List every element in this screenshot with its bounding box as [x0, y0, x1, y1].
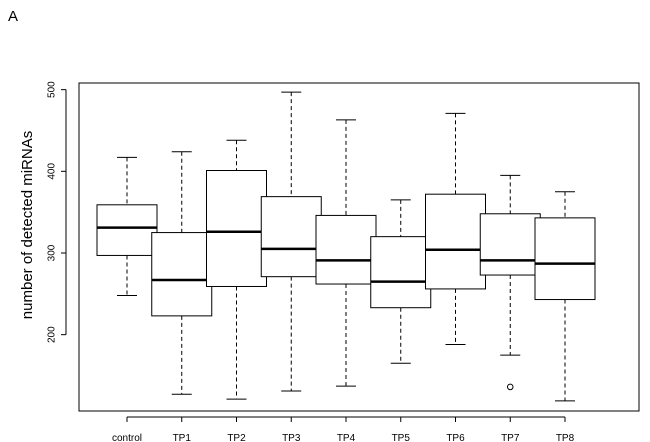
- y-tick-label: 500: [47, 81, 58, 98]
- x-tick-label: TP4: [337, 433, 356, 442]
- iqr-box: [260, 196, 322, 278]
- boxes-group: [96, 91, 596, 402]
- box-tp2: [206, 139, 267, 400]
- box-tp1: [151, 151, 213, 395]
- x-axis: control TP1 TP2 TP3 TP4 TP5 TP6 TP7 TP8: [112, 416, 575, 442]
- box-control: [96, 156, 158, 296]
- iqr-box: [425, 193, 486, 290]
- box-tp5: [370, 199, 432, 364]
- iqr-box: [151, 232, 213, 317]
- x-tick-label: TP2: [227, 433, 246, 442]
- y-tick-label: 200: [47, 326, 58, 343]
- x-tick-label: TP1: [173, 433, 192, 442]
- y-tick-label: 400: [47, 163, 58, 180]
- box-tp8: [534, 191, 596, 402]
- y-axis-label: number of detected miRNAs: [19, 131, 36, 319]
- panel-label: A: [8, 8, 19, 25]
- y-axis: 200 300 400 500: [47, 81, 67, 343]
- iqr-box: [370, 236, 432, 309]
- box-tp4: [315, 119, 377, 387]
- box-tp6: [425, 112, 486, 345]
- x-tick-label: control: [112, 433, 142, 442]
- x-tick-label: TP5: [392, 433, 411, 442]
- x-tick-label: TP8: [556, 433, 575, 442]
- iqr-box: [534, 217, 596, 301]
- box-tp3: [260, 91, 322, 392]
- iqr-box: [96, 204, 158, 256]
- x-tick-label: TP7: [501, 433, 520, 442]
- iqr-box: [479, 213, 541, 276]
- y-tick-label: 300: [47, 244, 58, 261]
- iqr-box: [315, 214, 377, 285]
- plot-frame: [78, 82, 640, 412]
- iqr-box: [206, 170, 267, 287]
- x-tick-label: TP6: [446, 433, 465, 442]
- outlier-point: [506, 383, 514, 391]
- x-tick-label: TP3: [282, 433, 301, 442]
- box-tp7: [479, 174, 541, 391]
